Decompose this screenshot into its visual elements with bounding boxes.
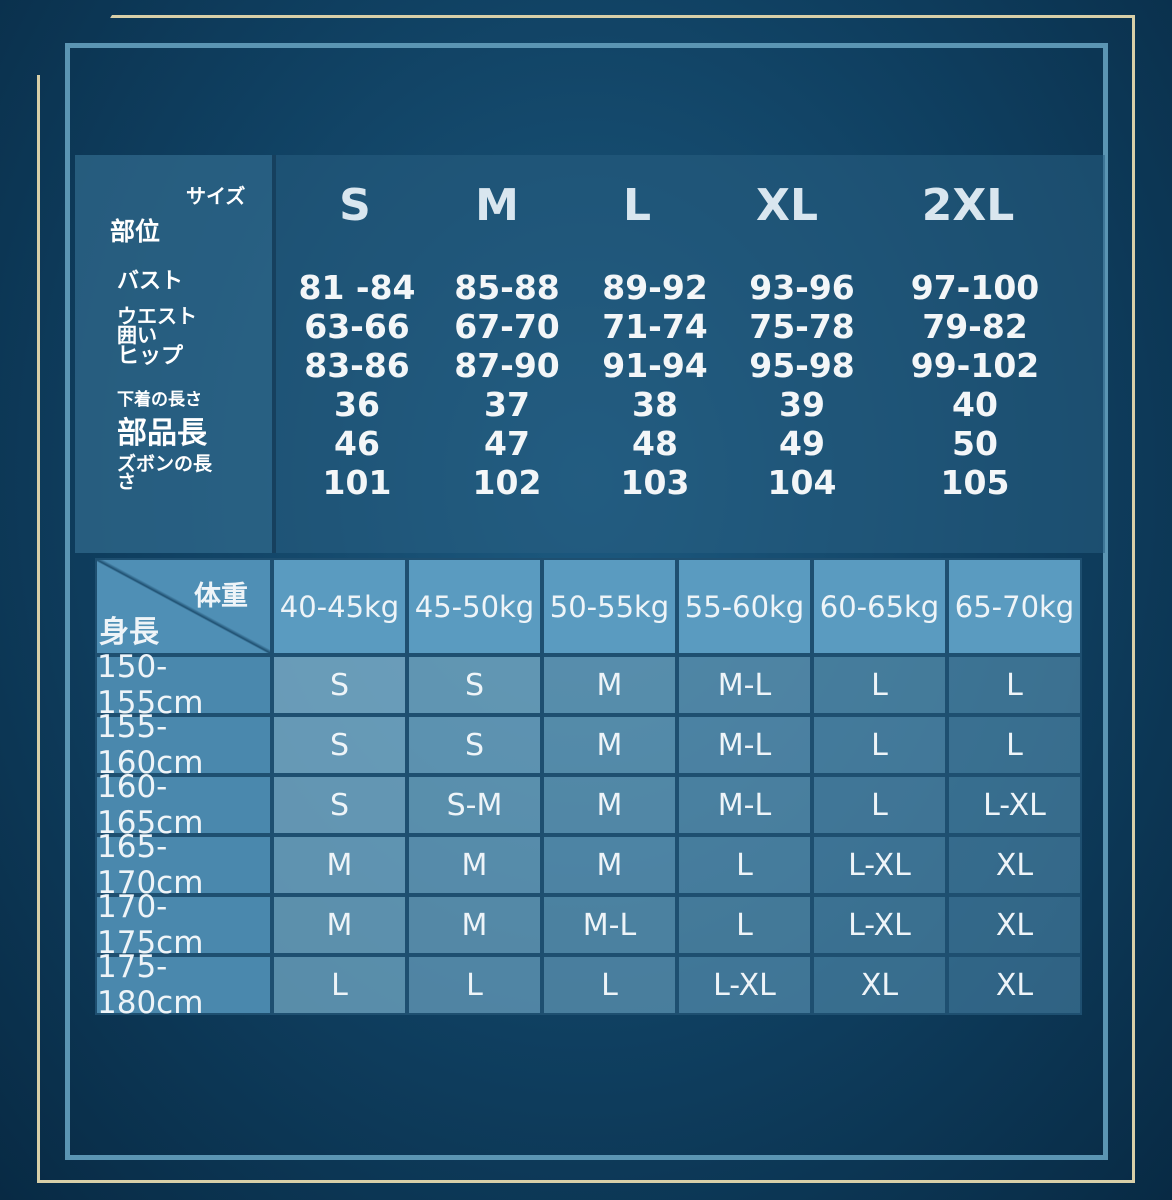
size-cell: S — [407, 655, 542, 715]
corner-cell: 体重 身長 — [95, 558, 272, 655]
size-cell: L — [812, 715, 947, 775]
weight-header: 60-65kg — [812, 558, 947, 655]
height-label: 175-180cm — [95, 949, 272, 1021]
height-label: 170-175cm — [95, 889, 272, 961]
size-cell: L — [812, 775, 947, 835]
corner-part-label: 部位 — [110, 217, 161, 246]
size-cell: XL — [812, 955, 947, 1015]
measurement-value: 50 — [952, 424, 998, 463]
measurement-value: 48 — [632, 424, 678, 463]
size-cell: L — [947, 655, 1082, 715]
size-cell: L-XL — [812, 835, 947, 895]
measurement-value: 37 — [484, 385, 530, 424]
size-cell: M — [407, 835, 542, 895]
measurement-label: 部品長 — [117, 416, 207, 451]
size-cell: XL — [947, 895, 1082, 955]
measurement-value: 49 — [779, 424, 825, 463]
measurement-value: 93-96 — [749, 268, 855, 307]
measurement-label: ヒップ — [117, 344, 184, 369]
size-cell: XL — [947, 955, 1082, 1015]
size-cell: M — [542, 775, 677, 835]
size-cell: S — [272, 715, 407, 775]
weight-header: 40-45kg — [272, 558, 407, 655]
corner-size-label: サイズ — [186, 184, 246, 208]
weight-header: 55-60kg — [677, 558, 812, 655]
size-header: M — [475, 180, 519, 231]
size-cell: M — [407, 895, 542, 955]
size-cell: M — [542, 835, 677, 895]
measurement-value: 71-74 — [602, 307, 708, 346]
measurement-value: 36 — [334, 385, 380, 424]
measurement-value: 104 — [767, 463, 837, 502]
measurement-value: 39 — [779, 385, 825, 424]
measurement-label: ズボンの長さ — [117, 453, 213, 494]
measurement-value: 102 — [472, 463, 542, 502]
size-cell: L — [812, 655, 947, 715]
measurement-value: 85-88 — [454, 268, 560, 307]
height-label: 165-170cm — [95, 829, 272, 901]
size-cell: S-M — [407, 775, 542, 835]
size-cell: L — [542, 955, 677, 1015]
size-cell: M — [542, 715, 677, 775]
measurement-value: 83-86 — [304, 346, 410, 385]
height-label: 150-155cm — [95, 649, 272, 721]
size-cell: L — [407, 955, 542, 1015]
size-header: S — [339, 180, 371, 231]
size-cell: L — [677, 835, 812, 895]
size-header: 2XL — [921, 180, 1015, 231]
height-label: 160-165cm — [95, 769, 272, 841]
size-header: XL — [756, 180, 818, 231]
measurement-value: 40 — [952, 385, 998, 424]
measurement-value: 67-70 — [454, 307, 560, 346]
size-header: L — [622, 180, 652, 231]
size-cell: L-XL — [812, 895, 947, 955]
size-cell: M-L — [677, 775, 812, 835]
measurement-value: 81 -84 — [298, 268, 416, 307]
size-cell: L-XL — [947, 775, 1082, 835]
measurement-value: 87-90 — [454, 346, 560, 385]
inner-frame — [65, 43, 1108, 1160]
corner-weight-label: 体重 — [194, 581, 248, 612]
size-cell: L — [677, 895, 812, 955]
measurement-value: 97-100 — [910, 268, 1040, 307]
measurement-value: 91-94 — [602, 346, 708, 385]
measurement-table — [75, 155, 1105, 553]
size-cell: XL — [947, 835, 1082, 895]
measurement-value: 103 — [620, 463, 690, 502]
measurement-value: 79-82 — [922, 307, 1028, 346]
weight-header: 50-55kg — [542, 558, 677, 655]
measurement-value: 105 — [940, 463, 1010, 502]
measurement-value: 89-92 — [602, 268, 708, 307]
size-cell: M — [272, 895, 407, 955]
measurement-value: 38 — [632, 385, 678, 424]
size-cell: M-L — [677, 715, 812, 775]
height-label: 155-160cm — [95, 709, 272, 781]
measurement-value: 75-78 — [749, 307, 855, 346]
size-cell: L — [272, 955, 407, 1015]
measurement-label: ウエスト 囲い — [117, 304, 197, 347]
measurement-value: 99-102 — [910, 346, 1040, 385]
weight-header: 65-70kg — [947, 558, 1082, 655]
measurement-value: 101 — [322, 463, 392, 502]
measurement-label: バスト — [117, 269, 184, 294]
measurement-value: 47 — [484, 424, 530, 463]
size-cell: S — [407, 715, 542, 775]
measurement-value: 63-66 — [304, 307, 410, 346]
size-cell: M — [272, 835, 407, 895]
size-cell: M-L — [542, 895, 677, 955]
measurement-label-column — [75, 155, 276, 553]
measurement-value: 46 — [334, 424, 380, 463]
size-cell: L-XL — [677, 955, 812, 1015]
corner-height-label: 身長 — [99, 615, 159, 650]
size-cell: S — [272, 655, 407, 715]
size-cell: S — [272, 775, 407, 835]
measurement-value: 95-98 — [749, 346, 855, 385]
gold-frame — [37, 15, 1135, 1183]
size-cell: M — [542, 655, 677, 715]
weight-header: 45-50kg — [407, 558, 542, 655]
size-cell: L — [947, 715, 1082, 775]
measurement-label: 下着の長さ — [117, 390, 202, 410]
size-cell: M-L — [677, 655, 812, 715]
